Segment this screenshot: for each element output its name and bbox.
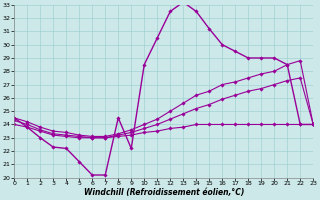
X-axis label: Windchill (Refroidissement éolien,°C): Windchill (Refroidissement éolien,°C) — [84, 188, 244, 197]
